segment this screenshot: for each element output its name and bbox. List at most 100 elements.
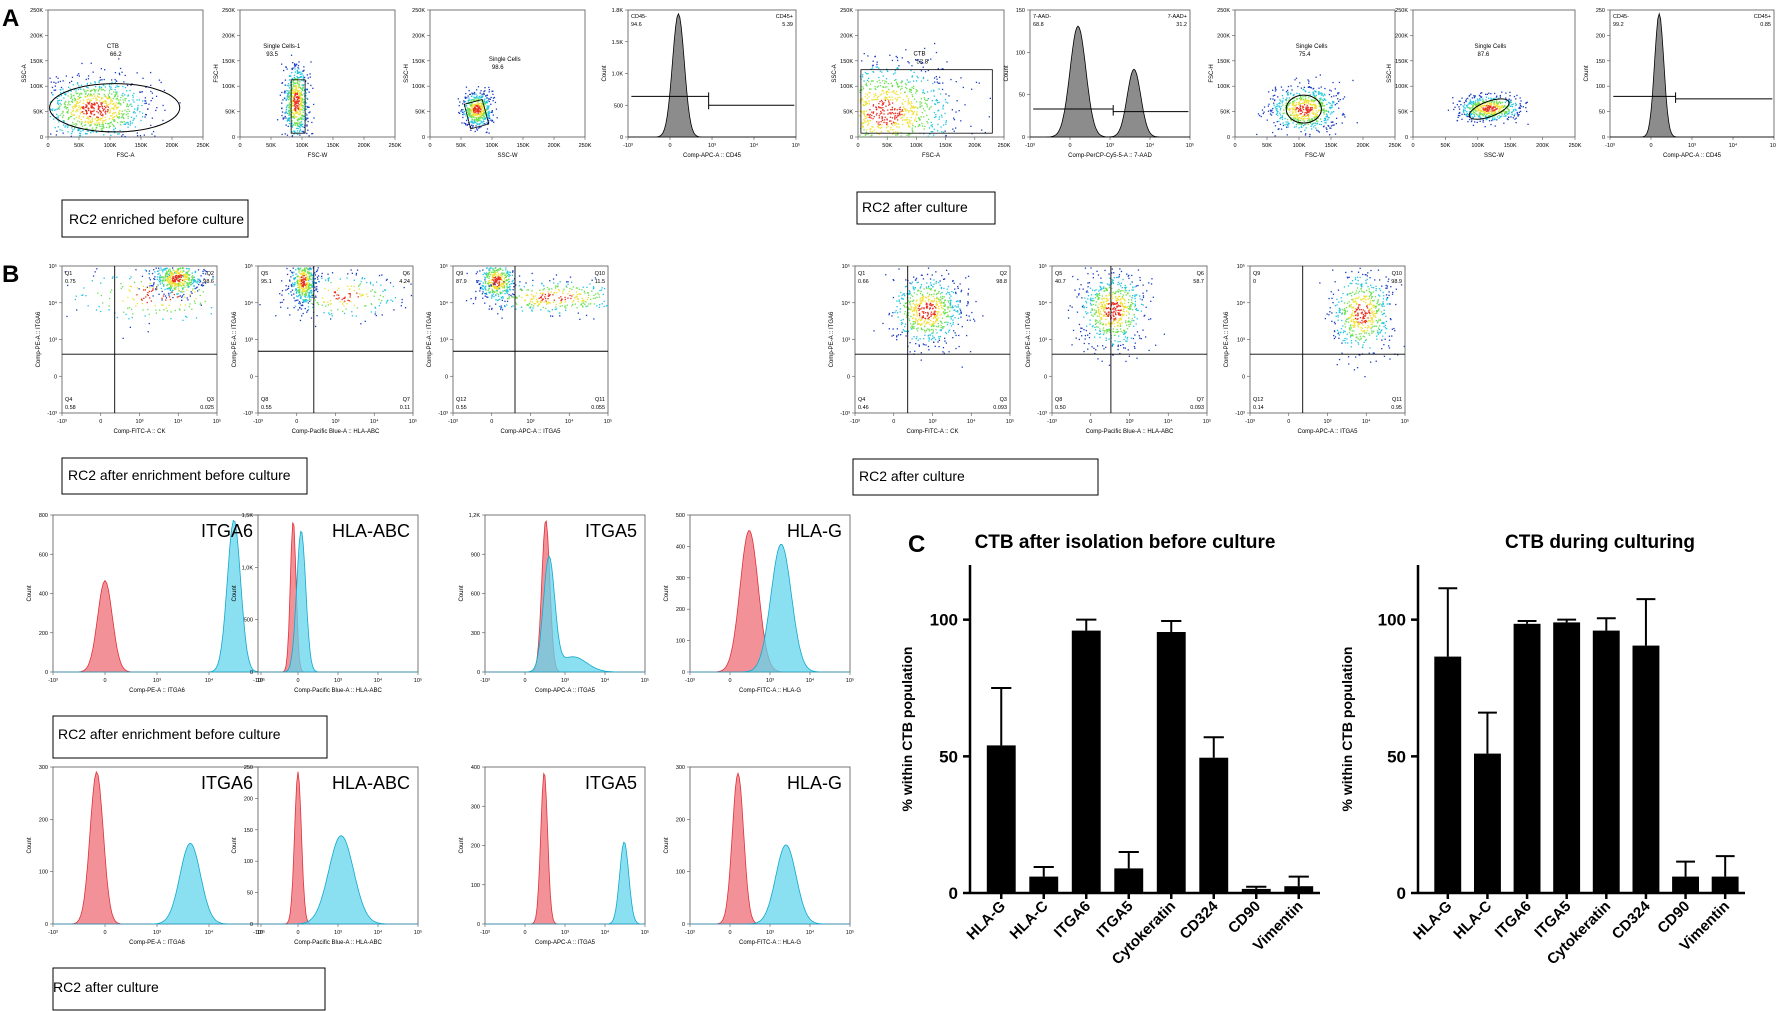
- event-dot: [67, 109, 69, 111]
- event-dot: [194, 281, 196, 283]
- event-dot: [945, 120, 948, 122]
- event-dot: [312, 274, 314, 276]
- event-dot: [159, 278, 161, 280]
- row-b-plot-1-xtick-label: 0: [99, 419, 102, 425]
- event-dot: [191, 278, 194, 280]
- event-dot: [294, 89, 296, 91]
- event-dot: [77, 83, 79, 85]
- event-dot: [161, 304, 163, 306]
- event-dot: [119, 73, 121, 76]
- event-dot: [291, 294, 293, 296]
- event-dot: [177, 288, 180, 290]
- event-dot: [1316, 114, 1318, 116]
- event-dot: [1505, 100, 1508, 102]
- event-dot: [1292, 110, 1294, 112]
- event-dot: [873, 71, 875, 73]
- event-dot: [1332, 101, 1334, 103]
- event-dot: [904, 113, 906, 115]
- event-dot: [860, 99, 862, 101]
- event-dot: [1333, 95, 1335, 97]
- event-dot: [471, 114, 474, 116]
- event-dot: [477, 86, 480, 88]
- event-dot: [1486, 108, 1488, 111]
- event-dot: [94, 103, 96, 105]
- event-dot: [902, 99, 905, 101]
- event-dot: [299, 289, 301, 291]
- row-b-plot-2-xtick-label: 10³: [332, 419, 340, 425]
- event-dot: [300, 125, 303, 127]
- event-dot: [293, 278, 295, 281]
- event-dot: [295, 292, 298, 294]
- event-dot: [182, 288, 184, 290]
- event-dot: [187, 272, 189, 274]
- event-dot: [1310, 86, 1312, 89]
- event-dot: [111, 93, 113, 95]
- event-dot: [865, 100, 867, 102]
- event-dot: [1300, 113, 1302, 115]
- event-dot: [296, 95, 298, 98]
- event-dot: [1300, 87, 1303, 89]
- event-dot: [880, 99, 883, 102]
- event-dot: [75, 116, 77, 119]
- event-dot: [465, 109, 467, 111]
- event-dot: [1295, 104, 1297, 106]
- row-a-plot-4-xtick-label: -10³: [623, 143, 633, 149]
- event-dot: [1492, 113, 1494, 115]
- event-dot: [1478, 94, 1481, 96]
- event-dot: [907, 98, 910, 100]
- event-dot: [1293, 118, 1295, 120]
- event-dot: [127, 126, 129, 128]
- event-dot: [146, 294, 148, 296]
- event-dot: [125, 114, 128, 116]
- event-dot: [481, 118, 483, 120]
- event-dot: [136, 303, 138, 305]
- event-dot: [873, 96, 875, 98]
- event-dot: [284, 133, 286, 135]
- event-dot: [897, 67, 899, 69]
- event-dot: [167, 270, 170, 273]
- event-dot: [476, 95, 478, 97]
- event-dot: [295, 273, 297, 275]
- event-dot: [1498, 110, 1500, 112]
- event-dot: [473, 109, 475, 111]
- event-dot: [291, 282, 294, 284]
- event-dot: [302, 286, 304, 288]
- event-dot: [305, 288, 308, 290]
- event-dot: [863, 119, 865, 121]
- event-dot: [67, 112, 69, 114]
- event-dot: [166, 279, 169, 281]
- event-dot: [1469, 103, 1471, 105]
- event-dot: [112, 108, 114, 110]
- event-dot: [149, 297, 151, 299]
- event-dot: [948, 95, 950, 97]
- event-dot: [1304, 100, 1306, 102]
- event-dot: [91, 110, 93, 112]
- event-dot: [935, 51, 938, 54]
- row-a-plot-9-ytick-label: 200: [1596, 33, 1605, 39]
- event-dot: [75, 111, 77, 113]
- event-dot: [1482, 115, 1484, 117]
- event-dot: [174, 270, 176, 273]
- event-dot: [105, 110, 107, 113]
- event-dot: [186, 273, 188, 275]
- event-dot: [169, 270, 172, 272]
- row-a-plot-6-ytick-label: 0: [1022, 135, 1025, 141]
- event-dot: [1506, 111, 1508, 114]
- event-dot: [881, 71, 883, 73]
- event-dot: [472, 99, 474, 101]
- event-dot: [1485, 119, 1487, 121]
- event-dot: [192, 276, 194, 278]
- event-dot: [94, 82, 96, 84]
- event-dot: [306, 117, 308, 120]
- event-dot: [879, 82, 881, 84]
- event-dot: [1332, 121, 1334, 123]
- event-dot: [94, 124, 96, 126]
- event-dot: [902, 114, 905, 116]
- event-dot: [1482, 98, 1484, 100]
- event-dot: [937, 110, 939, 112]
- event-dot: [1489, 113, 1491, 115]
- event-dot: [872, 112, 874, 114]
- event-dot: [1309, 100, 1311, 102]
- event-dot: [293, 133, 295, 135]
- event-dot: [1501, 105, 1503, 107]
